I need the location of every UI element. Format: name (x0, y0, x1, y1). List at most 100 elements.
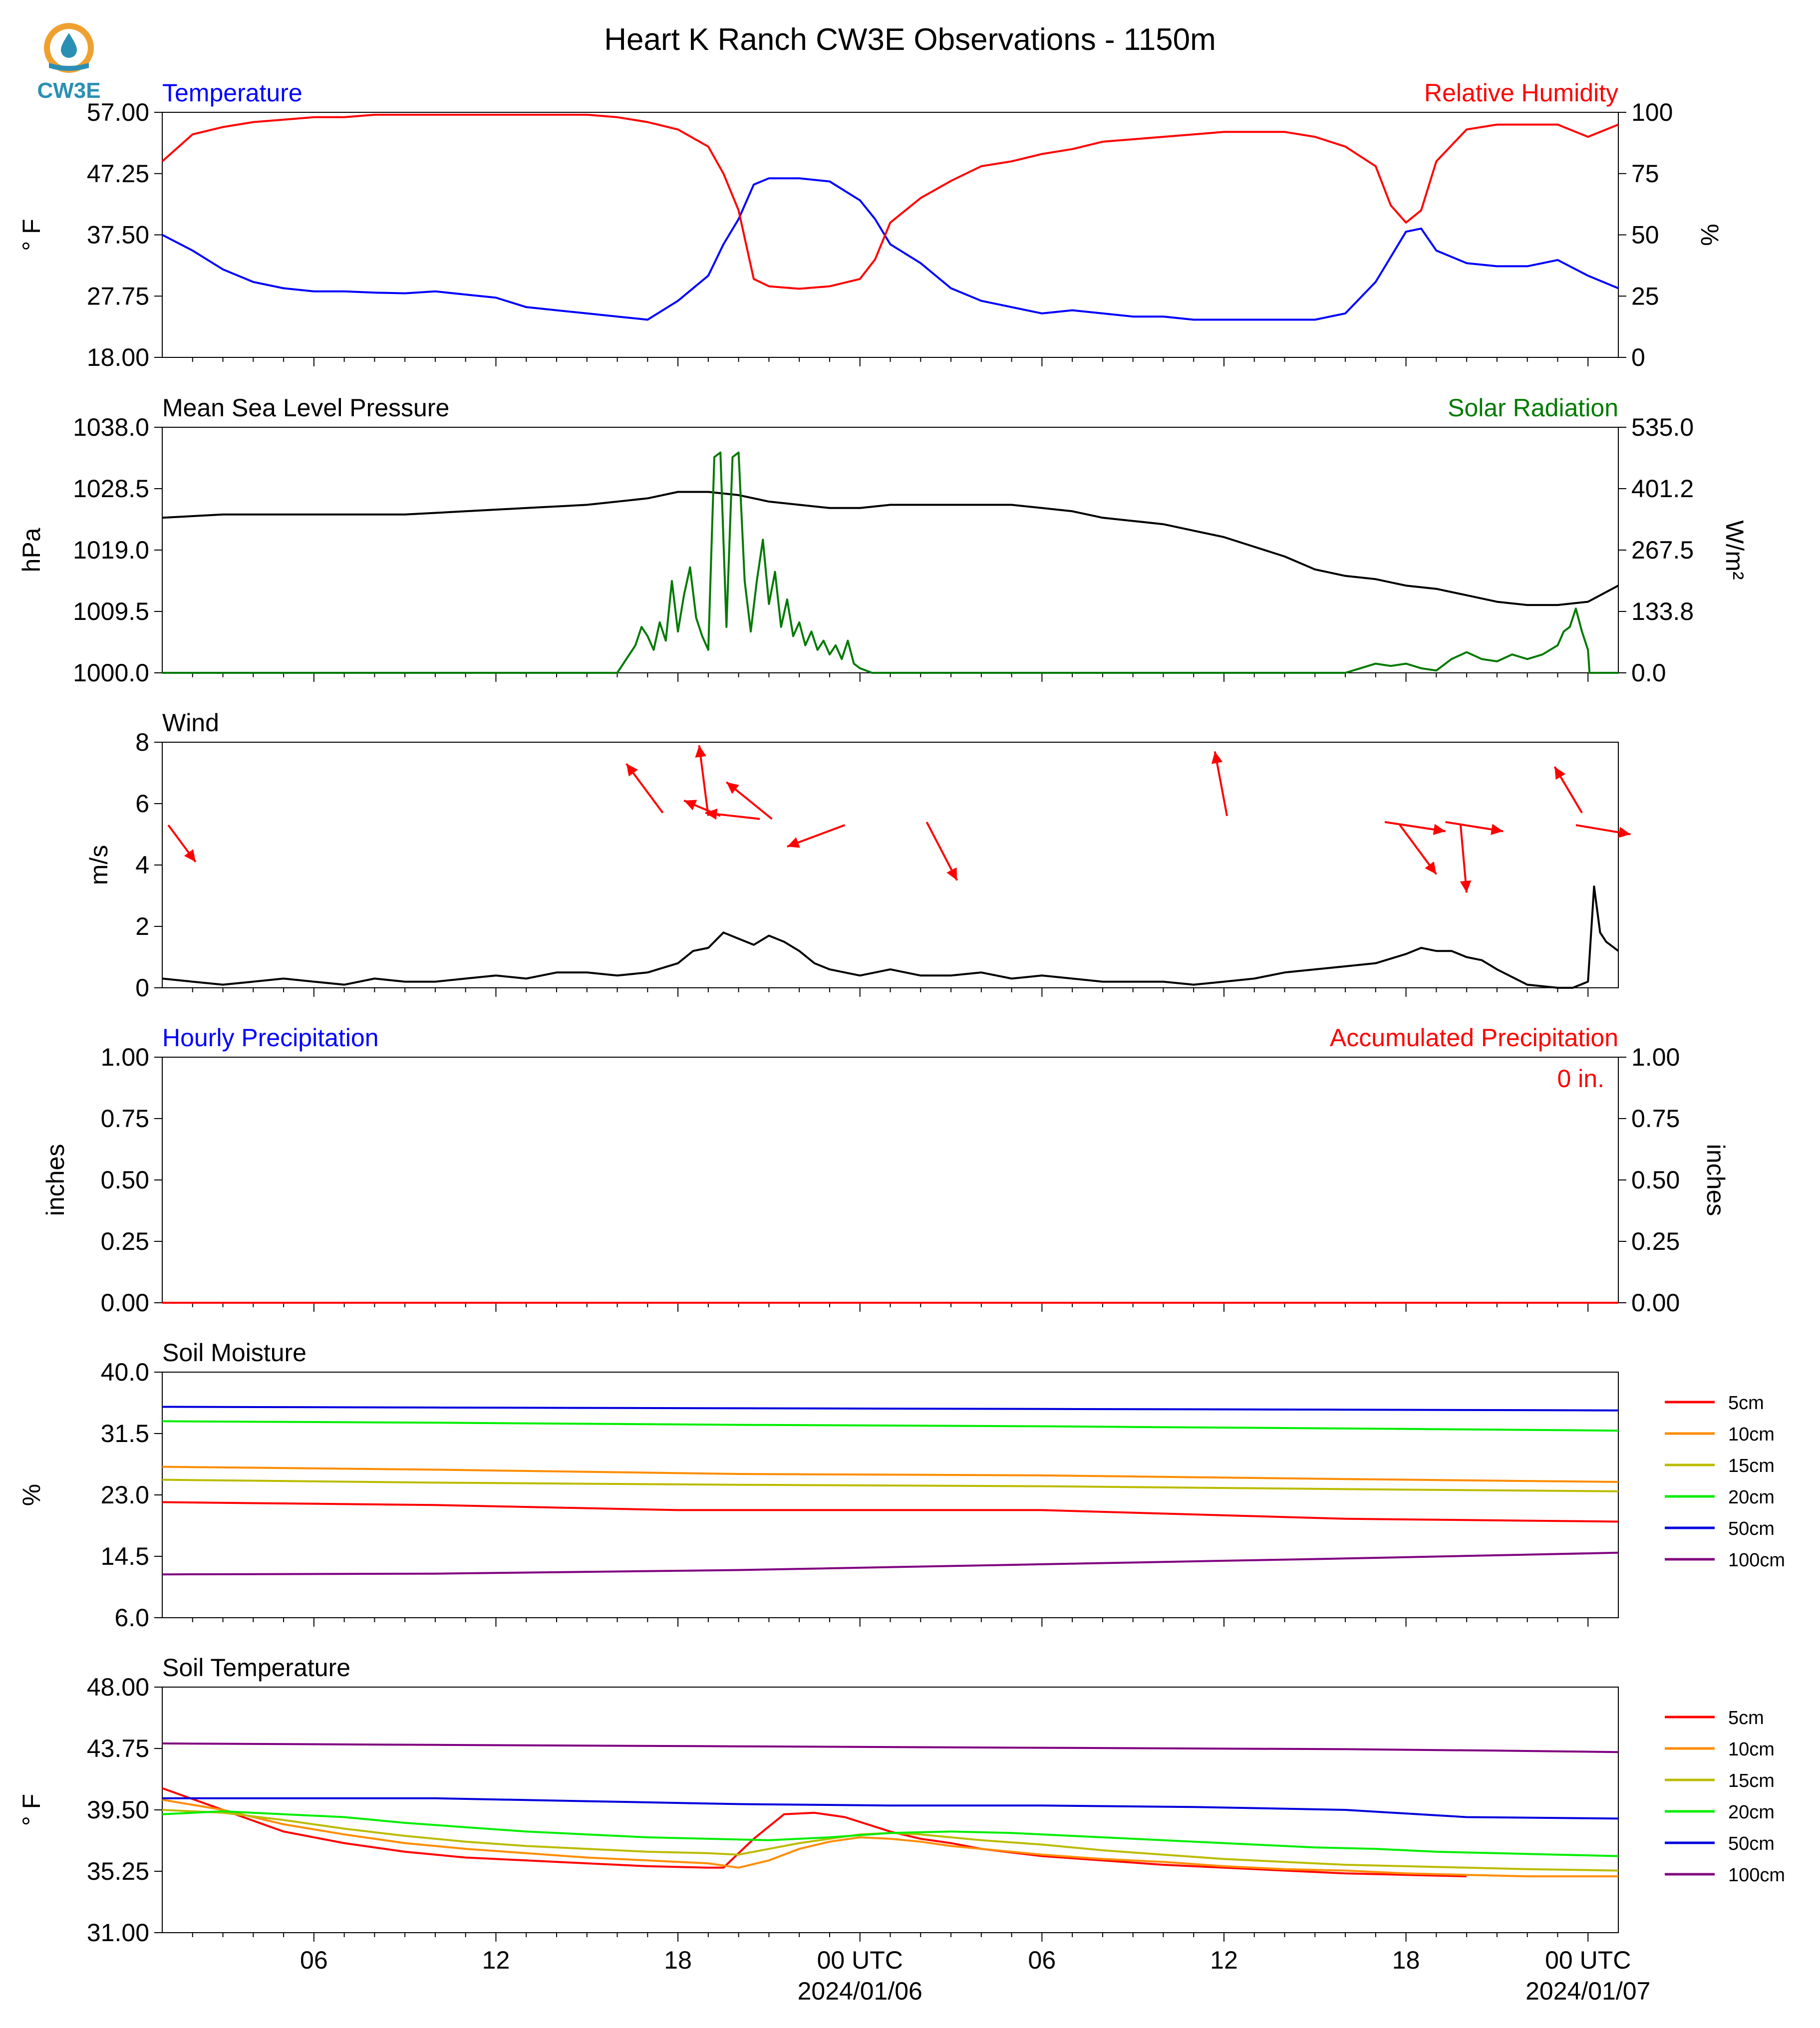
y-tick-label-right: 133.8 (1631, 597, 1694, 625)
y-tick-label-left: 8 (135, 728, 149, 756)
legend-label: 15cm (1728, 1455, 1775, 1476)
panel-title-left: Hourly Precipitation (162, 1024, 379, 1052)
x-tick-label: 12 (482, 1946, 510, 1974)
y-tick-label-left: 0.75 (101, 1105, 149, 1133)
panel-precipitation: Hourly Precipitation Accumulated Precipit… (41, 1024, 1730, 1317)
y-tick-label-right: 535.0 (1631, 413, 1694, 441)
logo-text: CW3E (37, 78, 100, 103)
y-tick-label-right: 401.2 (1631, 475, 1694, 503)
panel-pressure_solar: Mean Sea Level Pressure Solar Radiation 10… (17, 394, 1749, 687)
y-tick-label-left: 37.50 (87, 221, 149, 249)
y-tick-label-left: 6 (135, 790, 149, 818)
x-date-label: 2024/01/07 (1525, 1977, 1650, 2005)
panel-title-left: Soil Moisture (162, 1339, 306, 1367)
panel-title-right: Accumulated Precipitation (1330, 1024, 1618, 1052)
y-tick-label-right: 0.0 (1631, 659, 1666, 687)
series-wind-speed (162, 885, 1619, 989)
y-tick-label-left: 14.5 (101, 1542, 149, 1570)
series-solar-radiation (162, 451, 1618, 674)
panel-title-left: Mean Sea Level Pressure (162, 394, 449, 422)
y-axis-label-left: m/s (85, 845, 113, 885)
series-relative-humidity (161, 113, 1619, 290)
plot-frame (162, 742, 1619, 988)
panel-title-left: Temperature (162, 79, 303, 107)
y-tick-label-right: 0.00 (1631, 1289, 1680, 1317)
y-axis-label-right: W/m² (1721, 520, 1749, 579)
x-tick-label: 18 (664, 1946, 692, 1974)
series-5cm (162, 1501, 1619, 1523)
panel-temperature_humidity: Temperature Relative Humidity 18.00 27.75 37… (17, 79, 1724, 371)
y-tick-label-right: 0 (1631, 343, 1645, 371)
y-tick-label-left: 27.75 (87, 282, 149, 310)
x-tick-label: 00 UTC (817, 1946, 903, 1974)
y-tick-label-left: 1009.5 (73, 597, 149, 625)
time-axis: 06 12 18 00 UTC 06 12 18 00 UTC 2024/01/06 2024/0… (300, 1946, 1650, 2005)
legend-label: 20cm (1728, 1487, 1775, 1508)
y-tick-label-left: 31.00 (87, 1919, 149, 1947)
series-mean-sea-level-pressure (162, 491, 1619, 606)
series-temperature (162, 177, 1619, 321)
y-tick-label-left: 0.50 (101, 1166, 149, 1194)
figure-title: Heart K Ranch CW3E Observations - 1150m (604, 22, 1216, 57)
y-tick-label-right: 50 (1631, 221, 1659, 249)
panel-title-left: Wind (162, 709, 219, 737)
series-10cm (162, 1465, 1619, 1483)
y-tick-label-left: 47.25 (87, 160, 149, 188)
wind-arrow-head (684, 800, 697, 811)
y-tick-label-right: 267.5 (1631, 536, 1694, 564)
y-tick-label-left: 4 (135, 851, 149, 879)
y-tick-label-right: 1.00 (1631, 1043, 1680, 1071)
wind-arrow-head (626, 764, 638, 777)
y-tick-label-left: 31.5 (101, 1420, 149, 1448)
y-tick-label-left: 40.0 (101, 1358, 149, 1386)
y-tick-label-left: 1019.0 (73, 536, 149, 564)
y-tick-label-left: 57.00 (87, 98, 149, 126)
y-tick-label-left: 39.50 (87, 1796, 149, 1824)
legend-label: 5cm (1728, 1393, 1764, 1414)
wind-arrow-head (1491, 824, 1504, 835)
wind-arrow-shaft (698, 745, 709, 816)
plot-frame (162, 112, 1619, 358)
panel-soil_temperature: Soil Temperature 31.00 35.25 39.50 43.75 48.0… (17, 1654, 1785, 1947)
wind-arrow-head (946, 867, 957, 880)
x-tick-label: 00 UTC (1545, 1946, 1631, 1974)
plot-frame (162, 1057, 1619, 1303)
panel-soil_moisture: Soil Moisture 6.0 14.5 23.0 31.5 40.0% 5cm 10cm… (17, 1339, 1785, 1632)
y-axis-label-left: ° F (17, 219, 45, 251)
wind-arrow-head (1433, 824, 1446, 836)
series-5cm (162, 1787, 1467, 1878)
precip-total-annotation: 0 in. (1557, 1065, 1604, 1093)
y-tick-label-left: 0.00 (101, 1289, 149, 1317)
panel-wind: Wind 0 2 4 6 8 m/s (85, 709, 1631, 1002)
y-tick-label-right: 0.25 (1631, 1227, 1680, 1255)
panel-title-left: Soil Temperature (162, 1654, 350, 1682)
cw3e-logo: CW3E (29, 19, 109, 104)
legend-label: 5cm (1728, 1708, 1764, 1729)
wind-arrow-head (1554, 767, 1566, 780)
y-tick-label-left: 6.0 (114, 1604, 149, 1632)
y-tick-label-left: 1028.5 (73, 475, 149, 503)
legend-label: 10cm (1728, 1739, 1775, 1760)
panel-title-right: Relative Humidity (1424, 79, 1618, 107)
legend-label: 20cm (1728, 1802, 1775, 1823)
plot-frame (162, 1687, 1619, 1933)
y-tick-label-left: 18.00 (87, 343, 149, 371)
legend-label: 50cm (1728, 1518, 1775, 1539)
y-axis-label-left: inches (41, 1144, 69, 1216)
wind-arrow-head (1425, 861, 1437, 874)
wind-arrow-head (1211, 751, 1223, 764)
y-tick-label-right: 100 (1631, 98, 1673, 126)
logo-drop-icon (61, 33, 77, 58)
y-tick-label-left: 1000.0 (73, 659, 149, 687)
y-tick-label-left: 43.75 (87, 1735, 149, 1762)
legend-label: 100cm (1728, 1550, 1785, 1571)
panels-group: Temperature Relative Humidity 18.00 27.75 37… (17, 79, 1785, 1947)
y-axis-label-left: % (17, 1484, 45, 1506)
wind-arrow-head (787, 837, 800, 848)
series-100cm (162, 1742, 1619, 1753)
series-20cm (162, 1420, 1619, 1432)
y-axis-label-right: inches (1702, 1144, 1730, 1216)
wind-arrow-head (695, 745, 706, 758)
x-date-label: 2024/01/06 (798, 1977, 922, 2005)
